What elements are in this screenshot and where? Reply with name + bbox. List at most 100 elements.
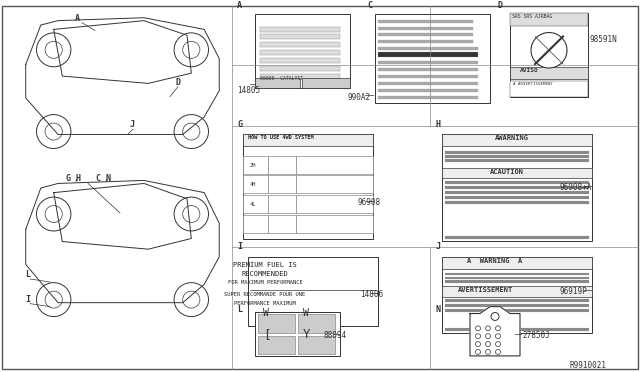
Text: 00000  CATALYST: 00000 CATALYST [260,76,303,81]
Text: PERFORMANCE MAXIMUM: PERFORMANCE MAXIMUM [234,301,296,306]
Text: 14805: 14805 [237,86,260,95]
Bar [442,286,592,297]
Bar [260,66,340,71]
Text: L: L [25,270,30,279]
Bar [255,14,350,88]
Bar [260,26,340,32]
Bar [298,336,335,354]
Text: 14806: 14806 [360,290,383,299]
Text: A ADVERTISSEMENT: A ADVERTISSEMENT [513,82,553,86]
Bar [510,67,588,79]
Circle shape [531,32,567,68]
Bar [445,299,589,302]
Text: 96919P: 96919P [559,287,587,296]
Bar [260,74,340,79]
Circle shape [491,312,499,320]
Text: Y: Y [303,328,310,341]
Text: A: A [75,14,80,23]
Text: G: G [65,174,70,183]
Bar [378,47,478,50]
Text: D: D [497,1,502,10]
Text: J: J [435,243,440,251]
Bar [296,156,373,173]
Bar [243,134,373,238]
Text: N: N [106,174,111,183]
Circle shape [495,334,500,339]
Bar [378,52,478,57]
Text: 27850J: 27850J [522,331,550,340]
Bar [510,81,588,97]
Bar [442,134,592,241]
Text: RECOMMENDED: RECOMMENDED [242,271,289,277]
Text: PREMIUM FUEL IS: PREMIUM FUEL IS [233,262,297,268]
Text: SUPER RECOMMANDE POUR UNE: SUPER RECOMMANDE POUR UNE [225,292,306,297]
Text: 96908+A: 96908+A [559,183,591,192]
Text: SRS SRS AIRBAG: SRS SRS AIRBAG [512,14,552,19]
Bar [375,14,490,103]
Bar [243,156,268,173]
Text: 88094: 88094 [323,331,346,340]
Bar [378,26,473,29]
Text: A: A [237,1,242,10]
Bar [472,341,517,347]
Bar [445,159,589,162]
Text: AVERTISSEMENT: AVERTISSEMENT [458,287,513,293]
Bar [445,201,589,204]
Text: 98591N: 98591N [590,35,618,45]
Bar [445,309,589,311]
Bar [445,155,589,158]
Text: G: G [237,120,242,129]
Bar [472,326,517,331]
Bar [472,333,517,339]
Circle shape [486,326,490,331]
Bar [510,13,588,26]
Bar [378,68,478,71]
Bar [296,176,373,193]
Bar [298,314,335,333]
Text: ACAUTION: ACAUTION [490,169,524,174]
Bar [378,89,478,92]
Bar [302,78,350,88]
Text: ,: , [103,174,108,183]
Bar [510,13,588,97]
Bar [296,195,373,213]
Bar [248,257,378,326]
Bar [445,151,589,154]
Bar [268,156,296,173]
Text: R9910021: R9910021 [570,361,607,370]
Bar [442,134,592,146]
Text: [: [ [263,328,271,341]
Text: AVISO: AVISO [520,68,539,73]
Bar [445,196,589,199]
Bar [260,35,340,39]
Bar [243,176,268,193]
Circle shape [486,334,490,339]
Polygon shape [470,307,520,356]
Bar [445,235,589,238]
Bar [296,215,373,232]
Polygon shape [26,180,220,303]
Bar [243,134,373,146]
Bar [442,168,592,179]
Bar [378,41,473,44]
Text: C: C [367,1,372,10]
Circle shape [495,326,500,331]
Bar [445,186,589,189]
Bar [258,336,295,354]
Bar [378,75,478,78]
Text: W: W [303,308,309,318]
Bar [255,311,340,356]
Bar [445,304,589,307]
Circle shape [495,341,500,347]
Polygon shape [54,20,191,83]
Text: W: W [263,308,269,318]
Text: 4H: 4H [250,182,257,187]
Text: L: L [237,305,242,314]
Circle shape [476,341,481,347]
Text: ,: , [73,174,78,183]
Bar [260,42,340,47]
Bar [445,191,589,194]
Bar [445,276,589,279]
Text: D: D [175,78,180,87]
Bar [268,215,296,232]
